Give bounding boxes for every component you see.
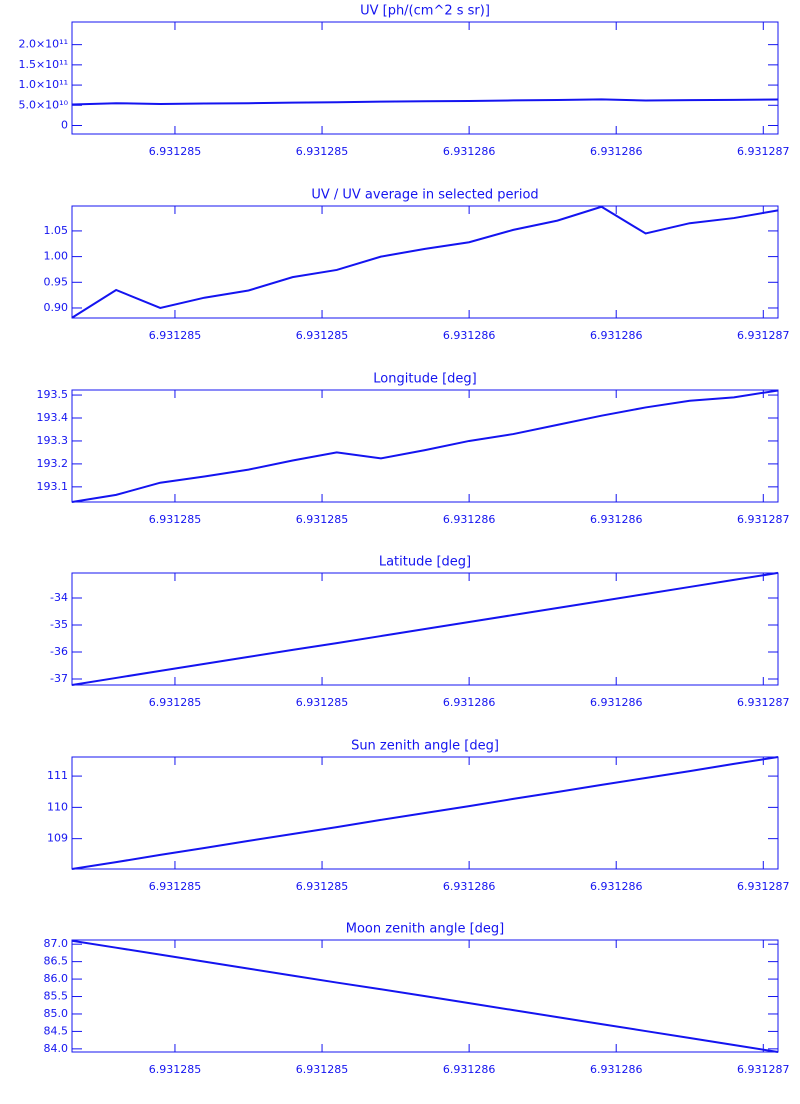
x-tick-label: 6.931287 — [737, 880, 790, 893]
data-line — [71, 756, 779, 870]
y-tick-label: -35 — [50, 618, 68, 631]
y-tick-label: 0 — [61, 119, 68, 132]
y-tick-label: -37 — [50, 672, 68, 685]
x-tick-label: 6.931286 — [443, 329, 496, 342]
x-tick-label: 6.931285 — [296, 513, 349, 526]
x-tick-label: 6.931285 — [296, 329, 349, 342]
x-tick-label: 6.931287 — [737, 145, 790, 158]
data-line — [71, 571, 779, 686]
x-tick-label: 6.931287 — [737, 696, 790, 709]
x-tick-label: 6.931286 — [590, 696, 643, 709]
x-tick-label: 6.931287 — [737, 513, 790, 526]
data-line — [71, 939, 779, 1053]
data-line — [71, 389, 779, 503]
plot-frame — [71, 389, 779, 503]
x-tick-label: 6.931285 — [296, 696, 349, 709]
x-tick-label: 6.931287 — [737, 329, 790, 342]
y-tick-label: 1.05 — [44, 224, 69, 237]
x-tick-label: 6.931287 — [737, 1063, 790, 1076]
x-tick-label: 6.931285 — [149, 145, 202, 158]
y-tick-label: 84.5 — [44, 1024, 69, 1037]
plot-frame — [71, 939, 779, 1053]
y-tick-label: 5.0×10¹⁰ — [18, 98, 68, 111]
x-tick-label: 6.931285 — [149, 1063, 202, 1076]
plot-frame — [71, 21, 779, 135]
chart-title: UV [ph/(cm^2 s sr)] — [360, 4, 490, 19]
x-tick-label: 6.931286 — [443, 145, 496, 158]
chart-title: Longitude [deg] — [373, 372, 476, 387]
plot-frame — [71, 572, 779, 686]
x-tick-label: 6.931285 — [296, 145, 349, 158]
y-tick-label: 193.5 — [37, 388, 69, 401]
y-tick-label: 85.0 — [44, 1007, 69, 1020]
x-tick-label: 6.931285 — [296, 1063, 349, 1076]
y-tick-label: 110 — [47, 800, 68, 813]
y-tick-label: -34 — [50, 591, 68, 604]
x-tick-label: 6.931286 — [590, 513, 643, 526]
chart-title: Latitude [deg] — [379, 555, 471, 570]
x-tick-label: 6.931286 — [590, 1063, 643, 1076]
x-tick-label: 6.931285 — [149, 329, 202, 342]
y-tick-label: 86.0 — [44, 972, 69, 985]
y-tick-label: 1.00 — [44, 250, 69, 263]
y-tick-label: 85.5 — [44, 990, 69, 1003]
chart-title: UV / UV average in selected period — [311, 188, 538, 203]
y-tick-label: 84.0 — [44, 1042, 69, 1055]
y-tick-label: 86.5 — [44, 955, 69, 968]
y-tick-label: 1.5×10¹¹ — [18, 58, 68, 71]
y-tick-label: 193.1 — [37, 480, 69, 493]
y-tick-label: 111 — [47, 769, 68, 782]
x-tick-label: 6.931285 — [149, 513, 202, 526]
plot-frame — [71, 205, 779, 319]
x-tick-label: 6.931285 — [296, 880, 349, 893]
data-line — [71, 98, 779, 106]
x-tick-label: 6.931286 — [590, 880, 643, 893]
x-tick-label: 6.931286 — [590, 145, 643, 158]
y-tick-label: -36 — [50, 645, 68, 658]
y-tick-label: 109 — [47, 832, 68, 845]
y-tick-label: 0.95 — [44, 275, 69, 288]
chart-title: Sun zenith angle [deg] — [351, 739, 499, 754]
y-tick-label: 0.90 — [44, 301, 69, 314]
x-tick-label: 6.931286 — [443, 696, 496, 709]
data-line — [71, 205, 779, 319]
x-tick-label: 6.931285 — [149, 696, 202, 709]
x-tick-label: 6.931286 — [590, 329, 643, 342]
chart-title: Moon zenith angle [deg] — [346, 922, 504, 937]
x-tick-label: 6.931286 — [443, 513, 496, 526]
y-tick-label: 193.2 — [37, 457, 69, 470]
y-tick-label: 87.0 — [44, 937, 69, 950]
y-tick-label: 193.4 — [37, 411, 69, 424]
x-tick-label: 6.931286 — [443, 880, 496, 893]
x-tick-label: 6.931286 — [443, 1063, 496, 1076]
y-tick-label: 1.0×10¹¹ — [18, 78, 68, 91]
y-tick-label: 193.3 — [37, 434, 69, 447]
plot-frame — [71, 756, 779, 870]
y-tick-label: 2.0×10¹¹ — [18, 38, 68, 51]
x-tick-label: 6.931285 — [149, 880, 202, 893]
